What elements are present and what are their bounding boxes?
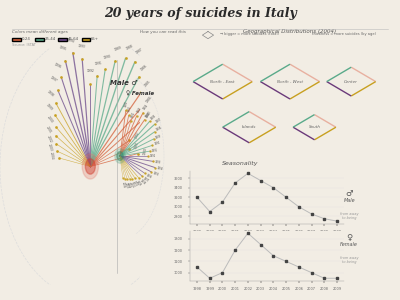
Text: 2004: 2004	[121, 181, 126, 188]
Text: North - West: North - West	[277, 80, 303, 84]
Text: 1995: 1995	[152, 171, 159, 177]
Text: ♂: ♂	[346, 190, 353, 199]
Text: Female: Female	[340, 242, 358, 247]
Text: 1981: 1981	[133, 141, 139, 149]
Text: 1994: 1994	[67, 38, 75, 43]
Text: 1989: 1989	[114, 46, 122, 52]
Text: 1983: 1983	[145, 110, 152, 119]
Text: 1986: 1986	[140, 63, 148, 71]
Text: 1987: 1987	[155, 117, 162, 124]
Text: Islands: Islands	[242, 125, 256, 129]
Title: Geographical Distributions (2004): Geographical Distributions (2004)	[244, 29, 336, 34]
Text: 2000: 2000	[46, 116, 54, 124]
Text: 2004: 2004	[48, 152, 54, 160]
Text: 1998: 1998	[46, 89, 55, 98]
Text: South: South	[308, 125, 320, 129]
Text: 1998: 1998	[139, 179, 146, 186]
Text: Male ♂: Male ♂	[110, 80, 138, 86]
Text: 1994: 1994	[156, 167, 163, 172]
Text: thickness = more suicides (by age): thickness = more suicides (by age)	[312, 32, 376, 36]
Text: Seasonality: Seasonality	[222, 161, 258, 166]
Text: from away
to being: from away to being	[340, 212, 358, 220]
Text: 2000: 2000	[132, 181, 138, 188]
Text: 1996: 1996	[53, 62, 62, 70]
Text: 1988: 1988	[155, 125, 163, 132]
Text: 1987: 1987	[135, 47, 144, 55]
Text: ♀ Female: ♀ Female	[126, 91, 154, 96]
Text: 1984: 1984	[142, 103, 150, 111]
Text: 1985: 1985	[143, 79, 152, 88]
Text: 2003: 2003	[124, 182, 129, 189]
Text: How you can read this: How you can read this	[140, 30, 186, 34]
Text: 25-44: 25-44	[45, 37, 56, 41]
Text: 1992: 1992	[149, 154, 156, 158]
Text: 1991: 1991	[94, 61, 102, 66]
Text: North - East: North - East	[210, 80, 235, 84]
Text: ♀: ♀	[346, 233, 352, 242]
Circle shape	[117, 152, 123, 160]
Text: 1996: 1996	[145, 173, 153, 179]
Text: 1991: 1991	[152, 148, 158, 153]
Text: 1981: 1981	[127, 105, 133, 112]
Text: 1988: 1988	[125, 44, 134, 50]
Text: → bigger = more suicides (total): → bigger = more suicides (total)	[220, 32, 279, 36]
Circle shape	[115, 149, 125, 163]
Text: Source: ISTAT: Source: ISTAT	[12, 44, 36, 47]
Text: 1997: 1997	[49, 76, 58, 83]
Text: 1999: 1999	[135, 180, 142, 187]
Text: 1990: 1990	[103, 54, 112, 60]
Circle shape	[82, 154, 98, 179]
Text: 1993: 1993	[154, 160, 161, 164]
Text: Male: Male	[343, 199, 355, 203]
Circle shape	[85, 159, 95, 174]
Text: 1983: 1983	[136, 106, 142, 114]
Text: 1990: 1990	[154, 141, 160, 146]
Text: 0-24: 0-24	[22, 37, 30, 41]
Text: 1997: 1997	[142, 177, 150, 183]
Text: 1980: 1980	[143, 147, 148, 156]
Text: 1986: 1986	[150, 113, 157, 121]
Text: 1989: 1989	[155, 134, 162, 140]
Text: 1992: 1992	[86, 69, 94, 73]
Text: 45-64: 45-64	[68, 37, 79, 41]
Text: from away
to being: from away to being	[340, 256, 358, 264]
Text: 1995: 1995	[58, 46, 67, 52]
Text: 2001: 2001	[45, 125, 52, 134]
Text: 1985: 1985	[144, 111, 152, 118]
Text: 1984: 1984	[145, 95, 153, 103]
Text: Colors mean different ages: Colors mean different ages	[12, 30, 68, 34]
Text: 1993: 1993	[77, 44, 85, 49]
Text: Center: Center	[344, 80, 358, 84]
Text: 1980: 1980	[124, 100, 129, 107]
Text: 1982: 1982	[130, 111, 136, 118]
Text: 20 years of suicides in Italy: 20 years of suicides in Italy	[104, 8, 296, 20]
Text: 1999: 1999	[45, 103, 54, 111]
Text: 2001: 2001	[129, 182, 135, 189]
Text: 1982: 1982	[134, 131, 140, 140]
Text: 2002: 2002	[126, 182, 132, 189]
Text: 65+: 65+	[91, 37, 99, 41]
Text: 2002: 2002	[45, 134, 52, 143]
Text: 2003: 2003	[46, 143, 53, 152]
